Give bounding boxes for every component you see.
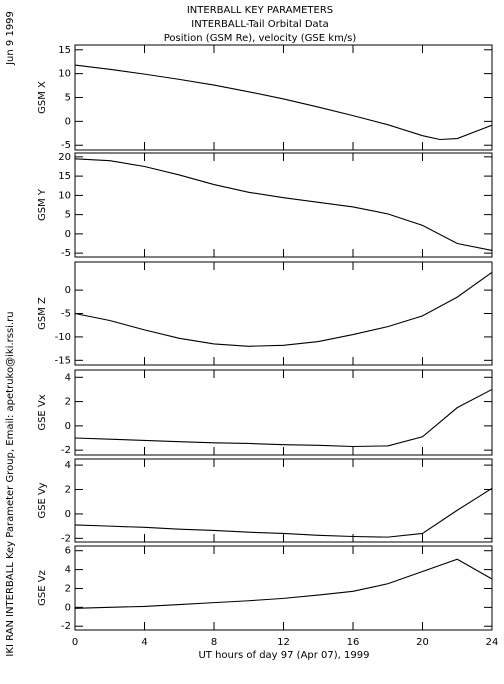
x-tick-label: 16 [347,637,360,648]
y-tick-label: 0 [65,509,71,520]
x-tick-label: 8 [211,637,217,648]
y-tick-label: -15 [55,355,71,366]
x-tick-label: 24 [486,637,499,648]
y-tick-label: 20 [58,152,71,163]
data-line [74,558,493,609]
x-tick-label: 4 [141,637,147,648]
x-axis-label: UT hours of day 97 (Apr 07), 1999 [198,650,369,661]
y-tick-label: 2 [65,485,71,496]
credit: IKI RAN INTERBALL Key Parameter Group, E… [5,311,16,656]
x-tick-label: 12 [277,637,290,648]
y-axis-label: GSE Vz [37,570,48,606]
y-tick-label: -2 [61,445,71,456]
y-tick-label: 0 [65,116,71,127]
y-tick-label: 4 [65,565,71,576]
y-tick-label: -5 [61,309,71,320]
y-tick-label: 15 [58,45,71,56]
title-line: INTERBALL KEY PARAMETERS [187,5,333,16]
data-line [74,271,493,347]
data-line [74,158,493,251]
y-tick-label: 4 [65,372,71,383]
y-tick-label: 15 [58,171,71,182]
y-tick-label: -2 [61,621,71,632]
x-tick-label: 20 [416,637,429,648]
y-axis-label: GSM Z [37,297,48,330]
y-tick-label: 10 [58,190,71,201]
y-tick-label: 6 [65,546,71,557]
y-tick-label: -10 [55,332,71,343]
y-tick-label: 0 [65,229,71,240]
y-axis-label: GSE Vx [37,394,48,430]
y-tick-label: 2 [65,397,71,408]
date-stamp: Jun 9 1999 [5,11,16,66]
data-line [74,388,493,448]
y-tick-label: 5 [65,93,71,104]
data-line [74,487,493,538]
data-line [74,64,493,141]
y-tick-label: 4 [65,460,71,471]
y-tick-label: 0 [65,421,71,432]
y-tick-label: 10 [58,69,71,80]
y-tick-label: 0 [65,602,71,613]
y-axis-label: GSM Y [37,188,48,221]
y-tick-label: -2 [61,533,71,544]
y-tick-label: 0 [65,285,71,296]
y-tick-label: 2 [65,583,71,594]
x-tick-label: 0 [72,637,78,648]
y-axis-label: GSM X [37,81,48,114]
y-axis-label: GSE Vy [37,482,48,518]
y-tick-label: -5 [61,140,71,151]
y-tick-label: -5 [61,248,71,259]
y-tick-label: 5 [65,210,71,221]
title-line: Position (GSM Re), velocity (GSE km/s) [164,33,357,44]
title-line: INTERBALL-Tail Orbital Data [191,19,328,30]
